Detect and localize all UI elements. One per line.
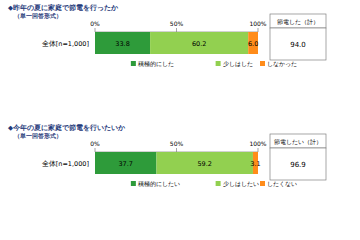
subtitle: （単一回答形式）: [14, 12, 62, 20]
title: ◆今年の夏に家庭で節電を行いたいか: [8, 123, 126, 132]
data-label: 6.0: [248, 40, 258, 48]
total-header: [270, 134, 326, 148]
data-label: 33.8: [115, 40, 129, 48]
legend-swatch: [131, 181, 136, 186]
chart-block: ◆今年の夏に家庭で節電を行いたいか（単一回答形式） 0% 50% 100% 37.7 59…: [8, 123, 326, 188]
data-label: 37.7: [118, 160, 132, 168]
bar-segment: [150, 32, 248, 54]
subtitle: （単一回答形式）: [14, 132, 62, 140]
title: ◆昨年の夏に家庭で節電を行ったか: [8, 3, 119, 12]
tick: [176, 28, 177, 32]
legend-swatch: [216, 61, 221, 66]
legend-swatch: [216, 181, 221, 186]
legend-label: したくない: [267, 180, 297, 188]
total-value: 94.0: [290, 41, 306, 49]
legend-label: 積極的にしたい: [138, 180, 180, 187]
total-label: 節電した（計）: [277, 18, 319, 26]
bar-segment: [156, 152, 252, 174]
total-cell: [270, 28, 326, 60]
legend-swatch: [260, 181, 265, 186]
tick: [95, 148, 96, 152]
legend-label: 少しはした: [223, 60, 253, 67]
tick: [258, 148, 259, 152]
bar-segment: [95, 152, 156, 174]
tick-label: 50%: [170, 140, 184, 147]
legend-label: しなかった: [267, 60, 297, 68]
tick-label: 50%: [170, 20, 184, 27]
marks: [95, 152, 258, 174]
legend-swatch: [131, 61, 136, 66]
legend-label: 少しはしたい: [223, 180, 259, 187]
data-label: 60.2: [192, 40, 206, 48]
bar-segment: [248, 32, 258, 54]
tick-label: 100%: [249, 140, 266, 147]
category-label: 全体[n=1,000]: [42, 40, 89, 48]
legend-label: 積極的にした: [138, 60, 174, 67]
total-header: [270, 14, 326, 28]
data-label: 59.2: [197, 160, 211, 168]
tick: [95, 28, 96, 32]
data-labels: 33.8 60.2 6.0: [115, 40, 258, 48]
total-cell: [270, 148, 326, 180]
total-label: 節電したい（計）: [274, 138, 322, 146]
tick-label: 0%: [90, 140, 100, 147]
category-label: 全体[n=1,000]: [42, 160, 89, 168]
data-label: 3.1: [250, 160, 260, 168]
tick-label: 0%: [90, 20, 100, 27]
tick: [258, 28, 259, 32]
data-labels: 37.7 59.2 3.1: [118, 160, 260, 168]
legend-swatch: [260, 61, 265, 66]
marks: [95, 32, 258, 54]
chart-root: ◆昨年の夏に家庭で節電を行ったか（単一回答形式）0%50%100%33.860.…: [0, 0, 360, 240]
tick-label: 100%: [249, 20, 266, 27]
total-value: 96.9: [290, 161, 306, 169]
tick: [176, 148, 177, 152]
bar-segment: [95, 32, 150, 54]
chart-block: ◆昨年の夏に家庭で節電を行ったか（単一回答形式） 0% 50% 100% 33.8 60.…: [8, 3, 326, 68]
